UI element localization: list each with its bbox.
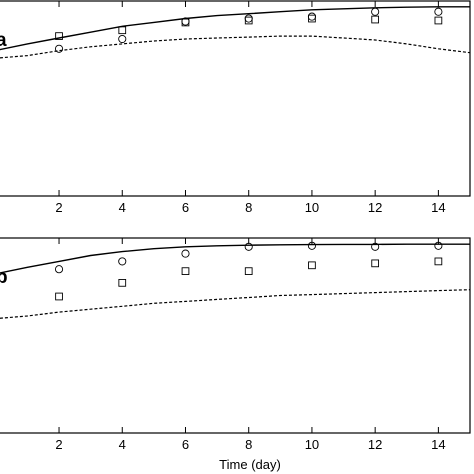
data-point-square (244, 16, 253, 25)
x-tick-label: 8 (245, 437, 252, 452)
panel-label-b: b (0, 267, 8, 288)
data-point-square (244, 267, 253, 276)
x-tick-label: 12 (368, 200, 382, 215)
data-point-circle (54, 44, 64, 53)
data-point-square (308, 14, 316, 23)
data-point-square (181, 18, 190, 27)
data-point-circle (307, 12, 316, 21)
x-axis-title: Time (day) (219, 457, 281, 472)
data-point-square (55, 32, 63, 40)
data-point-circle (54, 265, 64, 274)
data-point-square (434, 257, 443, 266)
data-point-circle (244, 242, 253, 251)
x-tick-label: 2 (55, 437, 62, 452)
data-point-square (118, 279, 127, 287)
plot-frame-b (0, 237, 471, 434)
data-point-square (434, 16, 443, 25)
x-tick-label: 4 (119, 200, 126, 215)
x-tick-label: 6 (182, 200, 189, 215)
x-tick-label: 14 (431, 200, 445, 215)
data-point-square (371, 15, 380, 24)
data-point-circle (371, 242, 380, 251)
x-tick-label: 12 (368, 437, 382, 452)
data-point-circle (118, 257, 127, 266)
data-point-circle (118, 34, 127, 44)
series-line-solid (0, 243, 470, 274)
series-line-dashed (0, 289, 471, 319)
x-tick-label: 4 (119, 437, 126, 452)
data-point-circle (371, 7, 380, 16)
data-point-circle (244, 14, 253, 23)
data-point-circle (434, 241, 443, 250)
data-point-square (371, 259, 380, 268)
x-tick-label: 2 (55, 200, 62, 215)
x-tick-label: 6 (182, 437, 189, 452)
data-point-square (308, 261, 316, 270)
x-tick-label: 8 (245, 200, 252, 215)
plot-frame-a (0, 0, 471, 197)
x-tick-label: 14 (431, 437, 445, 452)
data-point-square (181, 267, 190, 276)
data-point-circle (181, 249, 190, 258)
series-line-solid (0, 6, 470, 51)
x-tick-label: 10 (305, 200, 319, 215)
panel-label-a: a (0, 30, 7, 51)
data-point-circle (434, 7, 443, 16)
series-line-dashed (0, 35, 471, 59)
data-point-square (55, 292, 63, 301)
x-tick-label: 10 (305, 437, 319, 452)
data-point-circle (307, 241, 316, 250)
data-point-square (118, 26, 127, 35)
